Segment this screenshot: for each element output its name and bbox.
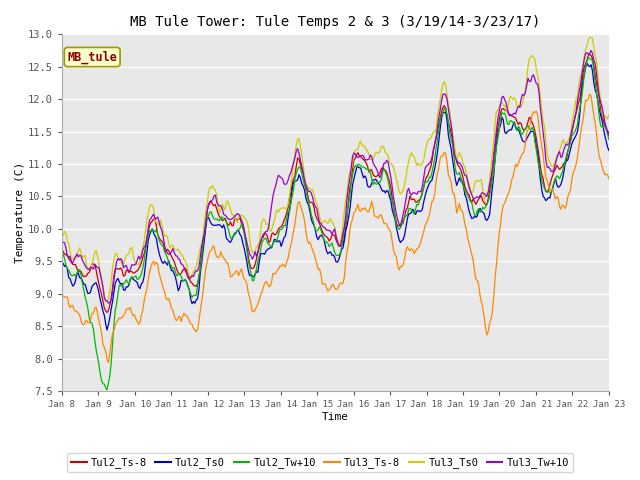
Legend: Tul2_Ts-8, Tul2_Ts0, Tul2_Tw+10, Tul3_Ts-8, Tul3_Ts0, Tul3_Tw+10: Tul2_Ts-8, Tul2_Ts0, Tul2_Tw+10, Tul3_Ts… xyxy=(67,453,573,472)
Text: MB_tule: MB_tule xyxy=(67,50,117,64)
X-axis label: Time: Time xyxy=(322,412,349,422)
Title: MB Tule Tower: Tule Temps 2 & 3 (3/19/14-3/23/17): MB Tule Tower: Tule Temps 2 & 3 (3/19/14… xyxy=(130,15,541,29)
Y-axis label: Temperature (C): Temperature (C) xyxy=(15,162,25,264)
